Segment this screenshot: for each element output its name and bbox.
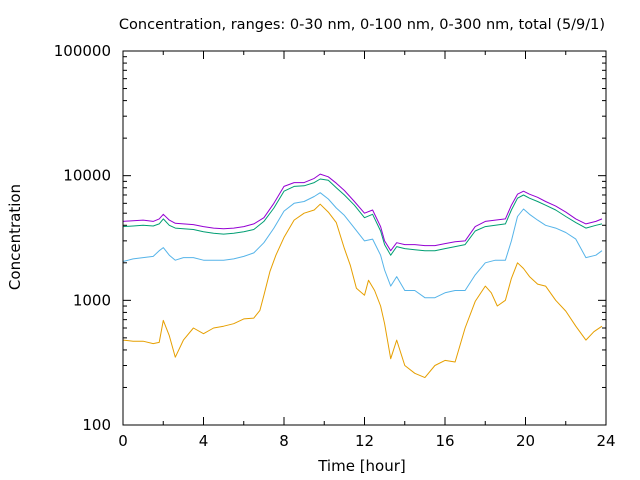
y-tick-label: 100 [82,416,111,434]
plot-frame [122,50,607,426]
x-tick-label: 12 [355,432,374,450]
axis-ticks: 100 1000 10000 100000 0 4 8 12 16 20 24 [54,42,616,450]
chart-title: Concentration, ranges: 0-30 nm, 0-100 nm… [119,17,605,33]
x-tick-label: 4 [199,432,209,450]
x-axis-label: Time [hour] [317,457,406,475]
series-line-3 [122,178,603,256]
y-tick-label: 1000 [73,291,111,309]
x-tick-label: 20 [516,432,535,450]
x-tick-label: 16 [435,432,454,450]
series-line-4 [122,173,603,252]
x-tick-label: 24 [596,432,615,450]
y-tick-label: 100000 [54,42,111,60]
y-tick-label: 10000 [63,167,111,185]
x-tick-label: 8 [279,432,289,450]
series-line-1 [122,203,603,379]
y-axis-label: Concentration [6,184,24,290]
series-lines [122,173,603,379]
x-tick-label: 0 [118,432,128,450]
series-line-2 [122,192,603,299]
